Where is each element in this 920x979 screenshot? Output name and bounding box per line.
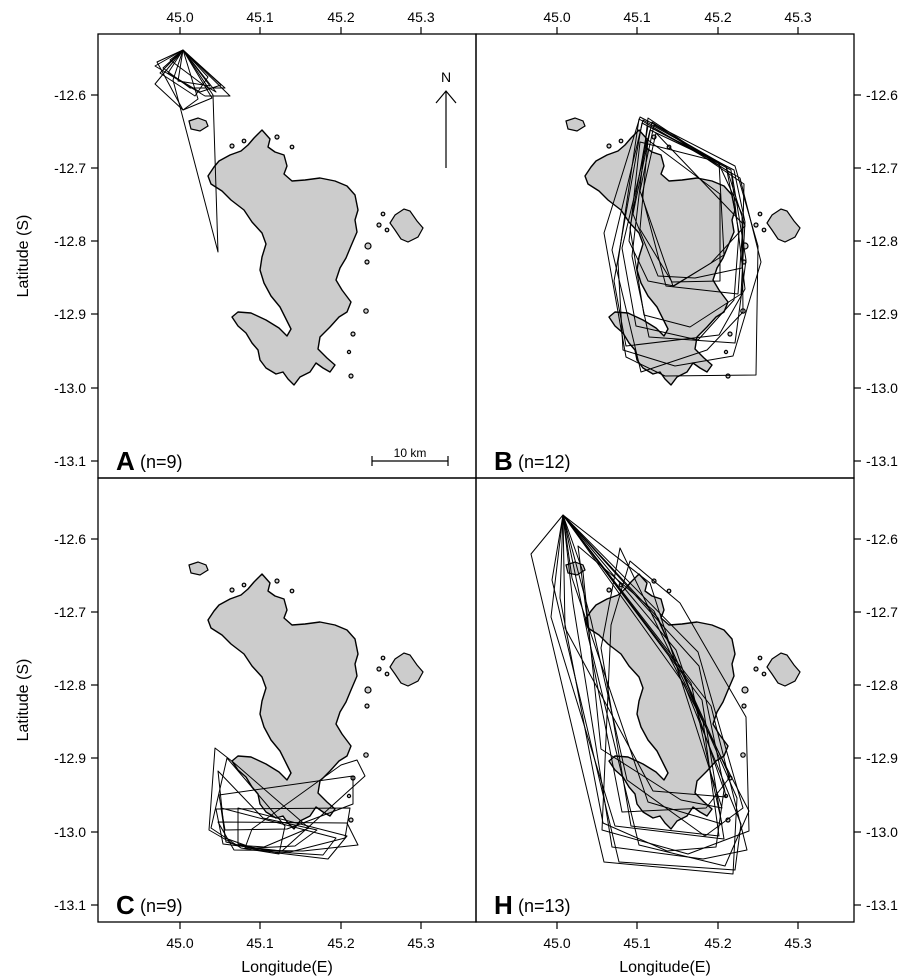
x-tick-label: 45.2 — [327, 935, 354, 951]
home-range-polygon — [562, 514, 723, 825]
x-tick-label: 45.0 — [166, 9, 193, 25]
panel-h-count: (n=13) — [518, 896, 571, 916]
home-range-polygon — [631, 117, 747, 344]
home-range-polygon — [603, 116, 759, 377]
home-range-polygon — [562, 514, 723, 809]
panel-b-count: (n=12) — [518, 452, 571, 472]
home-range-polygon — [613, 122, 746, 347]
home-range-polygon — [562, 514, 744, 837]
home-range-polygon — [550, 514, 725, 840]
home-range-polygon — [154, 49, 213, 111]
panel-h-letter: H — [494, 890, 513, 920]
panel-c-letter: C — [116, 890, 135, 920]
home-range-polygon — [559, 514, 725, 852]
north-label: N — [441, 69, 451, 85]
y-tick-label: -13.1 — [866, 453, 898, 469]
panel-a-island — [188, 117, 424, 386]
x-tick-label: 45.3 — [407, 935, 434, 951]
x-tick-label: 45.2 — [704, 9, 731, 25]
y-tick-label: -12.6 — [54, 531, 86, 547]
x-tick-label: 45.2 — [704, 935, 731, 951]
x-tick-label: 45.1 — [623, 935, 650, 951]
panel-a-home-ranges — [154, 49, 231, 253]
home-range-polygon — [208, 747, 310, 848]
panel-a-letter: A — [116, 446, 135, 476]
y-tick-label: -13.0 — [866, 380, 898, 396]
y-tick-label: -12.8 — [866, 233, 898, 249]
y-tick-label: -12.8 — [866, 677, 898, 693]
y-tick-label: -12.6 — [54, 87, 86, 103]
y-tick-label: -12.9 — [866, 306, 898, 322]
home-range-polygon — [562, 514, 750, 867]
home-range-polygon — [600, 547, 720, 837]
home-range-polygon — [628, 141, 725, 287]
y-tick-label: -12.9 — [54, 750, 86, 766]
x-tick-label: 45.1 — [623, 9, 650, 25]
y-tick-label: -12.9 — [54, 306, 86, 322]
y-tick-label: -13.1 — [54, 897, 86, 913]
x-tick-label: 45.3 — [407, 9, 434, 25]
panel-b-letter: B — [494, 446, 513, 476]
home-range-polygon — [169, 49, 217, 93]
y-tick-label: -12.7 — [54, 604, 86, 620]
y-tick-label: -12.9 — [866, 750, 898, 766]
home-range-polygon — [577, 545, 731, 813]
x-tick-label: 45.0 — [543, 935, 570, 951]
y-tick-label: -13.1 — [866, 897, 898, 913]
y-tick-label: -12.7 — [866, 604, 898, 620]
y-tick-label: -12.6 — [866, 87, 898, 103]
home-range-polygon — [177, 49, 211, 87]
home-range-polygon — [159, 49, 209, 97]
home-range-polygon — [237, 807, 348, 860]
panel-c-home-ranges — [208, 747, 366, 860]
y-tick-label: -13.0 — [54, 380, 86, 396]
x-tick-label: 45.3 — [784, 935, 811, 951]
y-tick-label: -13.0 — [54, 824, 86, 840]
scale-bar — [371, 456, 449, 466]
home-range-polygon — [217, 821, 359, 852]
panel-b-island — [565, 117, 801, 386]
tick-marks — [91, 27, 861, 929]
home-range-polygon — [639, 139, 721, 283]
x-axis-title-left: Longitude(E) — [241, 959, 333, 976]
x-axis-title-right: Longitude(E) — [619, 959, 711, 976]
home-range-polygon — [611, 119, 744, 373]
home-range-polygon — [562, 514, 727, 798]
y-tick-label: -12.6 — [866, 531, 898, 547]
home-range-polygon — [215, 807, 351, 853]
x-tick-label: 45.0 — [166, 935, 193, 951]
x-tick-label: 45.3 — [784, 9, 811, 25]
home-range-polygon — [621, 129, 740, 341]
home-range-polygon — [167, 49, 222, 93]
home-range-polygon — [562, 514, 748, 860]
home-range-polygon — [154, 49, 231, 97]
y-tick-label: -12.7 — [866, 160, 898, 176]
home-range-polygon — [218, 775, 354, 831]
x-tick-label: 45.2 — [327, 9, 354, 25]
panel-h-frame — [475, 477, 855, 923]
y-tick-label: -12.8 — [54, 677, 86, 693]
panel-h-home-ranges — [530, 514, 750, 875]
y-axis-title-top: Latitude (S) — [15, 215, 32, 298]
panel-c-island — [188, 561, 424, 830]
north-arrow-icon — [435, 90, 457, 168]
home-range-polygon — [530, 514, 738, 875]
home-range-polygon — [632, 121, 745, 279]
y-tick-label: -12.7 — [54, 160, 86, 176]
home-range-polygon — [220, 807, 337, 856]
y-tick-label: -12.8 — [54, 233, 86, 249]
home-range-polygon — [172, 49, 219, 253]
x-tick-label: 45.1 — [246, 935, 273, 951]
y-tick-label: -13.1 — [54, 453, 86, 469]
panel-a-count: (n=9) — [140, 452, 183, 472]
x-tick-label: 45.0 — [543, 9, 570, 25]
panel-b-home-ranges — [603, 116, 762, 377]
y-tick-label: -13.0 — [866, 824, 898, 840]
x-tick-label: 45.1 — [246, 9, 273, 25]
y-axis-title-bottom: Latitude (S) — [15, 659, 32, 742]
panel-c-count: (n=9) — [140, 896, 183, 916]
scale-bar-label: 10 km — [394, 446, 427, 460]
home-range-polygon — [601, 560, 750, 855]
